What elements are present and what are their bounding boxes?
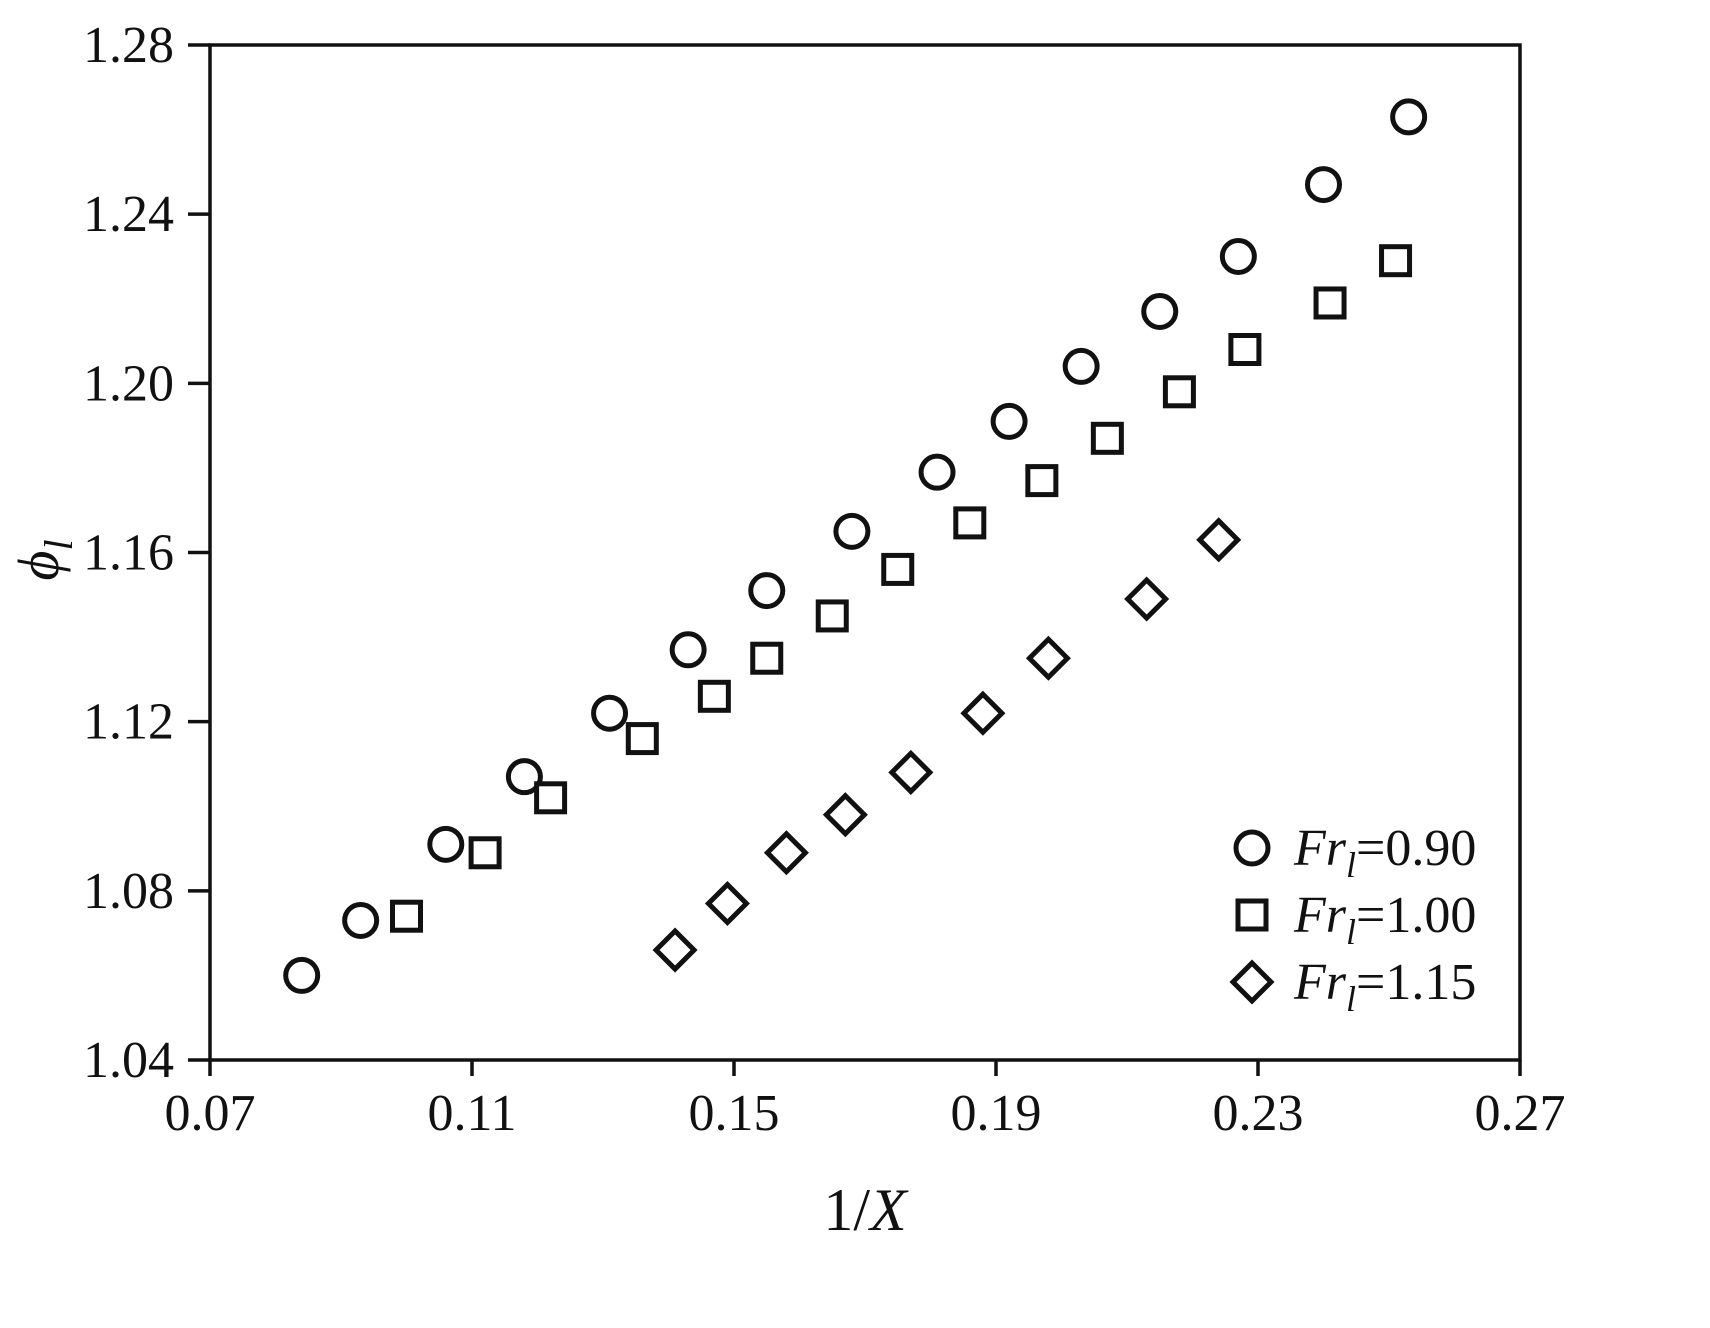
data-point-square <box>881 552 915 586</box>
x-tick-label: 0.07 <box>165 1085 256 1142</box>
x-tick-label: 0.19 <box>951 1085 1042 1142</box>
y-tick-label: 1.24 <box>83 186 174 243</box>
legend-label: Frl=1.00 <box>1293 887 1476 952</box>
data-point-circle <box>342 901 380 939</box>
legend-marker-circle <box>1233 829 1271 867</box>
data-point-circle <box>833 512 871 550</box>
legend-marker-square <box>1235 898 1269 932</box>
data-point-square <box>1025 464 1059 498</box>
y-axis-label: ϕl <box>6 539 81 580</box>
data-point-diamond <box>960 690 1006 736</box>
data-point-square <box>390 899 423 933</box>
data-point-square <box>625 722 659 756</box>
data-point-square <box>1162 375 1196 409</box>
x-tick-label: 0.27 <box>1475 1085 1566 1142</box>
data-point-circle <box>669 631 707 669</box>
data-point-diamond <box>652 927 698 973</box>
y-tick-label: 1.16 <box>83 525 174 582</box>
data-point-circle <box>591 694 629 732</box>
legend-label: Frl=0.90 <box>1293 820 1476 885</box>
data-point-circle <box>1219 237 1257 275</box>
data-point-circle <box>990 402 1028 440</box>
data-point-square <box>750 641 784 675</box>
data-point-diamond <box>763 830 809 876</box>
x-tick-label: 0.23 <box>1213 1085 1304 1142</box>
data-point-diamond <box>704 880 750 927</box>
y-tick-label: 1.08 <box>83 863 174 920</box>
data-point-diamond <box>1196 517 1242 563</box>
data-point-circle <box>748 572 786 610</box>
data-point-circle <box>1141 292 1179 330</box>
data-point-circle <box>427 825 465 863</box>
data-point-circle <box>1305 166 1342 204</box>
data-point-square <box>534 781 568 815</box>
y-tick-label: 1.04 <box>83 1032 174 1089</box>
data-point-square <box>1228 333 1262 366</box>
data-point-circle <box>283 956 321 994</box>
y-tick-label: 1.28 <box>83 17 174 74</box>
data-point-square <box>815 599 849 633</box>
y-tick-label: 1.20 <box>83 355 174 412</box>
data-point-circle <box>505 758 543 796</box>
x-tick-label: 0.15 <box>689 1085 780 1142</box>
data-point-square <box>697 679 731 713</box>
data-point-square <box>1090 421 1124 455</box>
data-point-circle <box>1390 98 1428 136</box>
legend-label: Frl=1.15 <box>1293 954 1476 1019</box>
data-point-circle <box>918 453 956 491</box>
legend-marker-diamond <box>1229 959 1275 1005</box>
data-point-square <box>1313 286 1347 320</box>
y-tick-label: 1.12 <box>83 694 174 751</box>
x-axis-label: 1/X <box>823 1177 909 1243</box>
data-point-square <box>1379 244 1413 278</box>
x-tick-label: 0.11 <box>427 1085 516 1142</box>
data-point-square <box>953 506 987 540</box>
data-point-diamond <box>822 792 868 838</box>
data-point-square <box>468 836 502 870</box>
data-point-diamond <box>1025 635 1071 681</box>
data-point-diamond <box>888 749 934 795</box>
data-point-circle <box>1062 347 1100 385</box>
data-point-diamond <box>1124 576 1170 622</box>
